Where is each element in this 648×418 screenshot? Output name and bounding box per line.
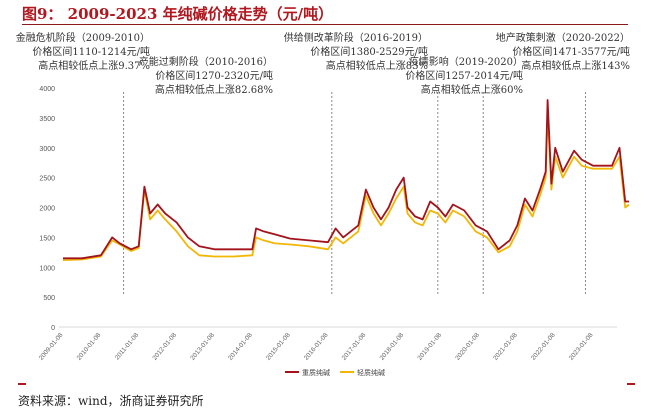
annotation-phase-5: 地产政策刺激（2020-2022） 价格区间1471-3577元/吨 高点相较低… [496,32,630,74]
annotation-line: 高点相较低点上涨9.37% [38,61,150,72]
x-tick-label: 2012-01-08 [151,331,178,361]
x-tick-label: 2017-01-08 [341,331,368,361]
annotation-line: 产能过剩阶段（2010-2016） [138,57,273,68]
annotation-line: 价格区间1380-2529元/吨 [310,47,428,58]
x-tick-label: 2022-01-08 [530,331,557,361]
annotation-phase-4: 疫情影响（2019-2020） 价格区间1257-2014元/吨 高点相较低点上… [405,56,523,98]
annotation-line: 高点相较低点上涨82.68% [154,85,273,96]
annotation-line: 价格区间1110-1214元/吨 [32,47,150,58]
corner-mark [18,383,26,385]
x-tick-label: 2021-01-08 [492,331,519,361]
legend-label: 轻质纯碱 [357,368,385,377]
y-tick-label: 3000 [39,146,55,153]
x-tick-label: 2019-01-08 [416,331,443,361]
annotation-line: 价格区间1257-2014元/吨 [405,71,523,82]
annotation-phase-2: 产能过剩阶段（2010-2016） 价格区间1270-2320元/吨 高点相较低… [139,56,273,98]
y-tick-label: 4000 [39,86,55,93]
figure-title: 图9： 2009-2023 年纯碱价格走势（元/吨） [22,5,334,23]
x-tick-label: 2013-01-08 [189,331,216,361]
y-tick-label: 1500 [39,235,55,242]
y-tick-label: 1000 [39,265,55,272]
x-tick-label: 2018-01-08 [379,331,406,361]
y-tick-label: 3500 [39,116,55,123]
annotation-line: 供给侧改革阶段（2016-2019） [283,33,428,44]
annotation-line: 高点相较低点上涨60% [420,85,523,96]
y-tick-label: 0 [51,325,55,332]
x-tick-label: 2010-01-08 [76,331,103,361]
corner-mark [627,383,635,385]
y-tick-label: 2000 [39,206,55,213]
y-tick-label: 2500 [39,176,55,183]
legend-label: 重质纯碱 [302,368,330,377]
annotation-phase-3: 供给侧改革阶段（2016-2019） 价格区间1380-2529元/吨 高点相较… [284,32,428,74]
series-line-heavy [63,99,629,260]
annotation-line: 疫情影响（2019-2020） [408,57,523,68]
annotation-line: 价格区间1471-3577元/吨 [512,47,630,58]
x-tick-label: 2014-01-08 [227,331,254,361]
annotation-phase-1: 金融危机阶段（2009-2010） 价格区间1110-1214元/吨 高点相较低… [16,32,150,74]
annotation-line: 地产政策刺激（2020-2022） [495,33,630,44]
annotation-line: 价格区间1270-2320元/吨 [155,71,273,82]
series-line-light [62,111,630,261]
x-tick-label: 2011-01-08 [114,332,141,362]
y-tick-label: 500 [43,295,55,302]
annotation-line: 高点相较低点上涨143% [521,61,630,72]
annotation-line: 金融危机阶段（2009-2010） [15,33,150,44]
x-tick-label: 2020-01-08 [454,331,481,361]
x-tick-label: 2023-01-08 [568,331,595,361]
x-tick-label: 2016-01-08 [303,331,330,361]
title-rule [22,24,628,25]
annotation-line: 高点相较低点上涨83% [325,61,428,72]
x-tick-label: 2009-01-08 [38,331,65,361]
source-note: 资料来源：wind，浙商证券研究所 [18,394,204,408]
x-tick-label: 2015-01-08 [265,331,292,361]
